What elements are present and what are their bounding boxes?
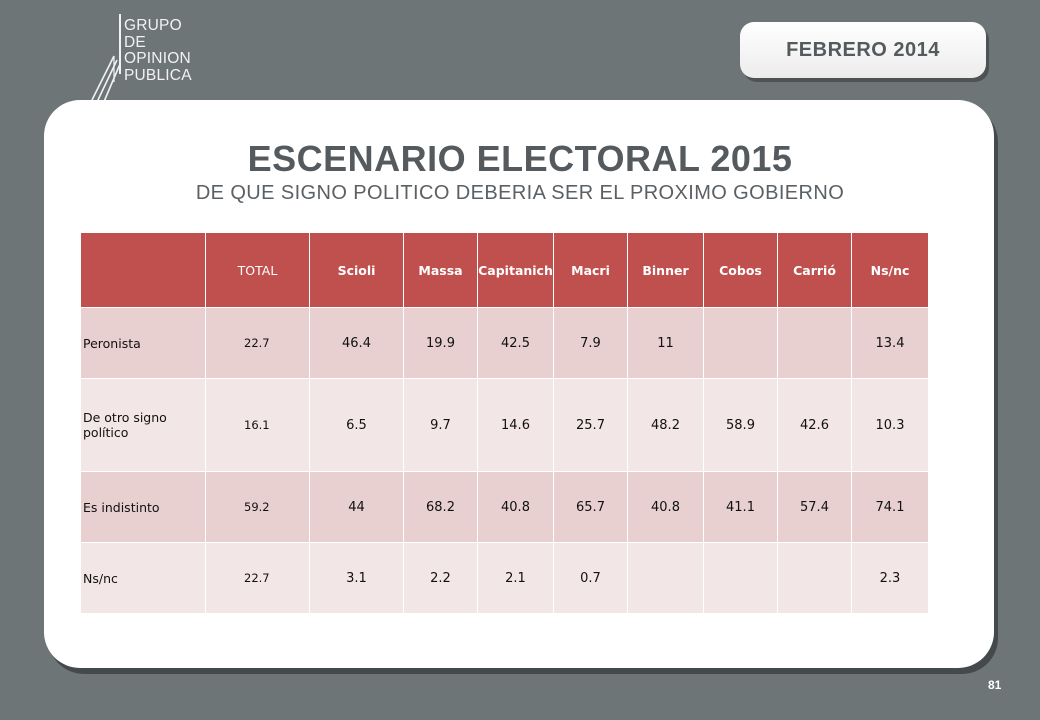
table-cell: 9.7 [403,378,478,472]
table-cell: 65.7 [553,471,628,543]
table-cell: 68.2 [403,471,478,543]
table-cell: 2.2 [403,542,478,614]
table-header-row: TOTAL Scioli Massa Capitanich Macri Binn… [80,232,929,308]
table-cell: 57.4 [777,471,852,543]
table-cell: 10.3 [851,378,929,472]
row-label: Peronista [80,307,206,379]
table-cell: 2.1 [477,542,554,614]
table-cell: 3.1 [309,542,404,614]
column-header: Scioli [309,232,404,308]
column-header: Cobos [703,232,778,308]
logo-line: PUBLICA [124,66,192,84]
table-cell [777,542,852,614]
table-cell: 14.6 [477,378,554,472]
table-cell: 2.3 [851,542,929,614]
table-cell: 40.8 [627,471,704,543]
table-cell [703,542,778,614]
table-cell: 59.2 [205,471,310,543]
results-table: TOTAL Scioli Massa Capitanich Macri Binn… [80,232,929,614]
table-cell [703,307,778,379]
table-cell: 41.1 [703,471,778,543]
table-cell: 13.4 [851,307,929,379]
logo-line: OPINION [124,50,191,67]
table-cell: 42.5 [477,307,554,379]
logo: GRUPO DE OPINION PUBLICA [86,12,226,108]
logo-text: GRUPO DE OPINION PUBLICA [124,17,192,84]
date-badge: FEBRERO 2014 [740,22,986,78]
table-row: De otro signo político 16.1 6.5 9.7 14.6… [80,378,929,472]
table-cell: 22.7 [205,307,310,379]
table-cell: 25.7 [553,378,628,472]
column-header [80,232,206,308]
table-row: Ns/nc 22.7 3.1 2.2 2.1 0.7 2.3 [80,542,929,614]
table-cell: 6.5 [309,378,404,472]
page-subtitle: DE QUE SIGNO POLITICO DEBERIA SER EL PRO… [195,182,845,204]
table-cell: 7.9 [553,307,628,379]
row-label: Ns/nc [80,542,206,614]
column-header: TOTAL [205,232,310,308]
column-header: Massa [403,232,478,308]
table-row: Es indistinto 59.2 44 68.2 40.8 65.7 40.… [80,471,929,543]
table-cell: 22.7 [205,542,310,614]
column-header: Macri [553,232,628,308]
table-row: Peronista 22.7 46.4 19.9 42.5 7.9 11 13.… [80,307,929,379]
column-header: Capitanich [477,232,554,308]
table-cell [627,542,704,614]
table-cell: 40.8 [477,471,554,543]
table-cell: 44 [309,471,404,543]
table-cell: 11 [627,307,704,379]
table-cell: 0.7 [553,542,628,614]
row-label: De otro signo político [80,378,206,472]
table-cell: 19.9 [403,307,478,379]
date-label: FEBRERO 2014 [786,38,940,61]
table-cell: 48.2 [627,378,704,472]
page-title: ESCENARIO ELECTORAL 2015 [247,138,793,179]
column-header: Ns/nc [851,232,929,308]
table-cell: 16.1 [205,378,310,472]
table-cell: 74.1 [851,471,929,543]
table-cell [777,307,852,379]
table-cell: 58.9 [703,378,778,472]
logo-lines-icon [91,14,121,105]
column-header: Carrió [777,232,852,308]
logo-line: DE [124,33,146,51]
column-header: Binner [627,232,704,308]
page-number: 81 [988,678,1002,692]
row-label: Es indistinto [80,471,206,543]
table-cell: 42.6 [777,378,852,472]
logo-line: GRUPO [124,17,182,34]
table-cell: 46.4 [309,307,404,379]
